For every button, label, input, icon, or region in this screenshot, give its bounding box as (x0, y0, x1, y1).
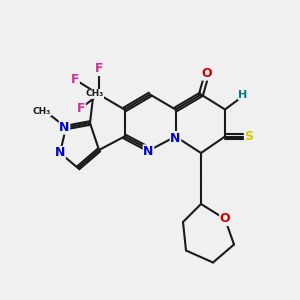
Text: O: O (220, 212, 230, 226)
Text: N: N (59, 121, 70, 134)
Text: N: N (170, 131, 181, 145)
Text: F: F (77, 101, 85, 115)
Text: O: O (202, 67, 212, 80)
Text: S: S (244, 130, 253, 143)
Text: CH₃: CH₃ (33, 106, 51, 116)
Text: F: F (95, 62, 103, 76)
Text: N: N (55, 146, 65, 160)
Text: F: F (71, 73, 79, 86)
Text: H: H (238, 89, 247, 100)
Text: CH₃: CH₃ (85, 89, 103, 98)
Text: N: N (143, 145, 154, 158)
